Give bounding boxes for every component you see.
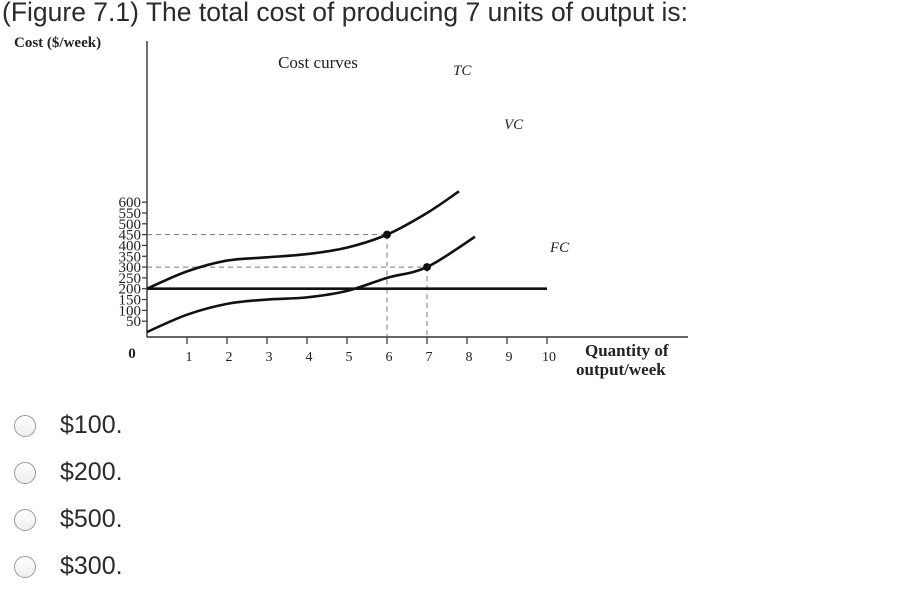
y-tick-label: 600 — [119, 195, 142, 211]
radio-button[interactable] — [14, 461, 36, 484]
x-axis-label-line2: output/week — [576, 360, 666, 379]
radio-button[interactable] — [14, 414, 36, 437]
answer-options: $100. $200. $500. $300. — [14, 402, 123, 590]
x-tick-label: 5 — [346, 350, 353, 365]
tc-point — [383, 230, 391, 239]
x-axis-label-line1: Quantity of — [585, 341, 669, 360]
y-tick-label: 100 — [119, 303, 142, 319]
x-tick-label: 8 — [466, 350, 473, 365]
chart-guide-lines — [147, 234, 428, 337]
answer-option-label: $500. — [60, 505, 123, 533]
x-tick-label: 10 — [542, 350, 556, 365]
answer-option-label: $300. — [60, 552, 123, 580]
y-axis-label: Cost ($/week) — [14, 35, 101, 51]
y-tick-label: 500 — [119, 217, 142, 233]
vc-label: VC — [504, 117, 524, 133]
x-tick-label: 2 — [226, 350, 233, 365]
answer-option-label: $100. — [60, 411, 123, 439]
y-tick-label: 300 — [119, 260, 142, 276]
tc-label: TC — [453, 63, 472, 79]
y-tick-label: 250 — [119, 271, 142, 287]
y-tick-label: 400 — [119, 238, 142, 254]
question-text: (Figure 7.1) The total cost of producing… — [2, 0, 688, 27]
y-tick-label: 50 — [126, 314, 141, 330]
y-tick-label: 150 — [119, 293, 142, 309]
radio-button[interactable] — [14, 555, 36, 578]
y-tick-label: 350 — [119, 249, 142, 265]
x-tick-label: 3 — [266, 350, 273, 365]
chart-axes — [142, 41, 688, 344]
tc-curve — [146, 190, 460, 290]
answer-option-100[interactable]: $100. — [14, 402, 123, 449]
origin-label: 0 — [128, 346, 136, 362]
y-tick-label: 550 — [119, 206, 142, 222]
y-tick-label: 450 — [119, 228, 142, 244]
x-tick-label: 9 — [506, 350, 513, 365]
x-tick-label: 6 — [386, 350, 393, 365]
vc-point — [423, 263, 431, 272]
radio-button[interactable] — [14, 508, 36, 531]
x-tick-label: 7 — [426, 350, 433, 365]
answer-option-200[interactable]: $200. — [14, 449, 123, 496]
chart-series — [146, 190, 547, 334]
fc-label: FC — [549, 240, 570, 256]
x-tick-label: 1 — [186, 350, 193, 365]
answer-option-500[interactable]: $500. — [14, 496, 123, 543]
chart-title: Cost curves — [278, 53, 358, 72]
answer-option-label: $200. — [60, 458, 123, 486]
y-tick-label: 200 — [119, 282, 142, 298]
x-tick-label: 4 — [306, 350, 313, 365]
answer-option-300[interactable]: $300. — [14, 543, 123, 590]
vc-curve — [146, 235, 476, 334]
